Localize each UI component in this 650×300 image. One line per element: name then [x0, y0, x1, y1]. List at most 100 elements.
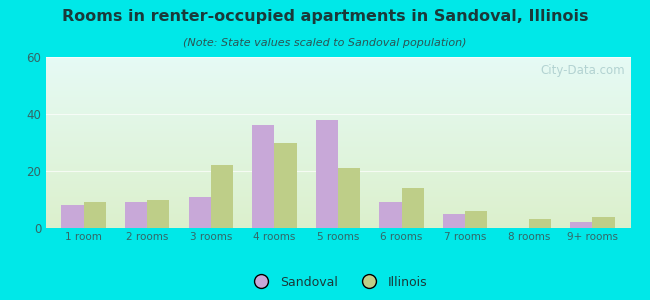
Bar [46, 153, 630, 154]
Bar [46, 73, 630, 74]
Bar [46, 214, 630, 215]
Bar [46, 102, 630, 103]
Bar [46, 116, 630, 117]
Text: City-Data.com: City-Data.com [540, 64, 625, 77]
Bar [46, 82, 630, 83]
Bar [46, 78, 630, 79]
Bar [46, 199, 630, 200]
Bar [46, 83, 630, 84]
Bar [46, 167, 630, 168]
Bar [46, 84, 630, 85]
Bar [46, 132, 630, 133]
Bar [46, 136, 630, 137]
Bar [46, 130, 630, 131]
Bar [46, 154, 630, 155]
Bar [46, 98, 630, 99]
Bar [46, 225, 630, 226]
Bar [46, 207, 630, 208]
Bar [46, 159, 630, 160]
Bar [46, 184, 630, 185]
Bar [46, 113, 630, 114]
Bar [46, 180, 630, 181]
Bar [46, 175, 630, 176]
Text: Rooms in renter-occupied apartments in Sandoval, Illinois: Rooms in renter-occupied apartments in S… [62, 9, 588, 24]
Bar [46, 190, 630, 191]
Text: (Note: State values scaled to Sandoval population): (Note: State values scaled to Sandoval p… [183, 38, 467, 47]
Bar [592, 217, 615, 228]
Bar [46, 192, 630, 193]
Bar [46, 171, 630, 172]
Bar [46, 89, 630, 90]
Bar [46, 169, 630, 170]
Bar [46, 68, 630, 69]
Bar [46, 166, 630, 167]
Bar [46, 101, 630, 102]
Bar [46, 201, 630, 202]
Bar [46, 224, 630, 225]
Bar [46, 211, 630, 212]
Bar [316, 120, 338, 228]
Bar [46, 176, 630, 177]
Bar [46, 67, 630, 68]
Bar [46, 135, 630, 136]
Bar [46, 96, 630, 97]
Bar [46, 155, 630, 156]
Bar [46, 139, 630, 140]
Bar [46, 59, 630, 60]
Bar [46, 216, 630, 217]
Bar [46, 187, 630, 188]
Bar [46, 76, 630, 77]
Legend: Sandoval, Illinois: Sandoval, Illinois [244, 271, 432, 294]
Bar [46, 115, 630, 116]
Bar [46, 195, 630, 196]
Bar [46, 87, 630, 88]
Bar [46, 203, 630, 204]
Bar [46, 144, 630, 145]
Bar [46, 198, 630, 199]
Bar [46, 91, 630, 92]
Bar [46, 210, 630, 211]
Bar [46, 131, 630, 132]
Bar [402, 188, 424, 228]
Bar [46, 103, 630, 104]
Bar [46, 80, 630, 81]
Bar [46, 71, 630, 72]
Bar [46, 189, 630, 190]
Bar [46, 161, 630, 162]
Bar [46, 156, 630, 157]
Bar [46, 92, 630, 93]
Bar [46, 127, 630, 128]
Bar [46, 95, 630, 96]
Bar [46, 123, 630, 124]
Bar [46, 105, 630, 106]
Bar [46, 74, 630, 75]
Bar [46, 119, 630, 120]
Bar [46, 94, 630, 95]
Bar [46, 164, 630, 165]
Bar [46, 141, 630, 142]
Bar [46, 226, 630, 227]
Bar [46, 194, 630, 195]
Bar [46, 118, 630, 119]
Bar [46, 81, 630, 82]
Bar [46, 227, 630, 228]
Bar [46, 188, 630, 189]
Bar [46, 106, 630, 107]
Bar [46, 170, 630, 171]
Bar [46, 118, 630, 119]
Bar [46, 140, 630, 141]
Bar [46, 218, 630, 219]
Bar [46, 69, 630, 70]
Bar [46, 200, 630, 201]
Bar [46, 173, 630, 174]
Bar [46, 126, 630, 127]
Bar [46, 158, 630, 159]
Bar [46, 163, 630, 164]
Bar [46, 213, 630, 214]
Bar [46, 193, 630, 194]
Bar [46, 64, 630, 65]
Bar [274, 142, 296, 228]
Bar [61, 205, 84, 228]
Bar [46, 133, 630, 134]
Bar [46, 186, 630, 187]
